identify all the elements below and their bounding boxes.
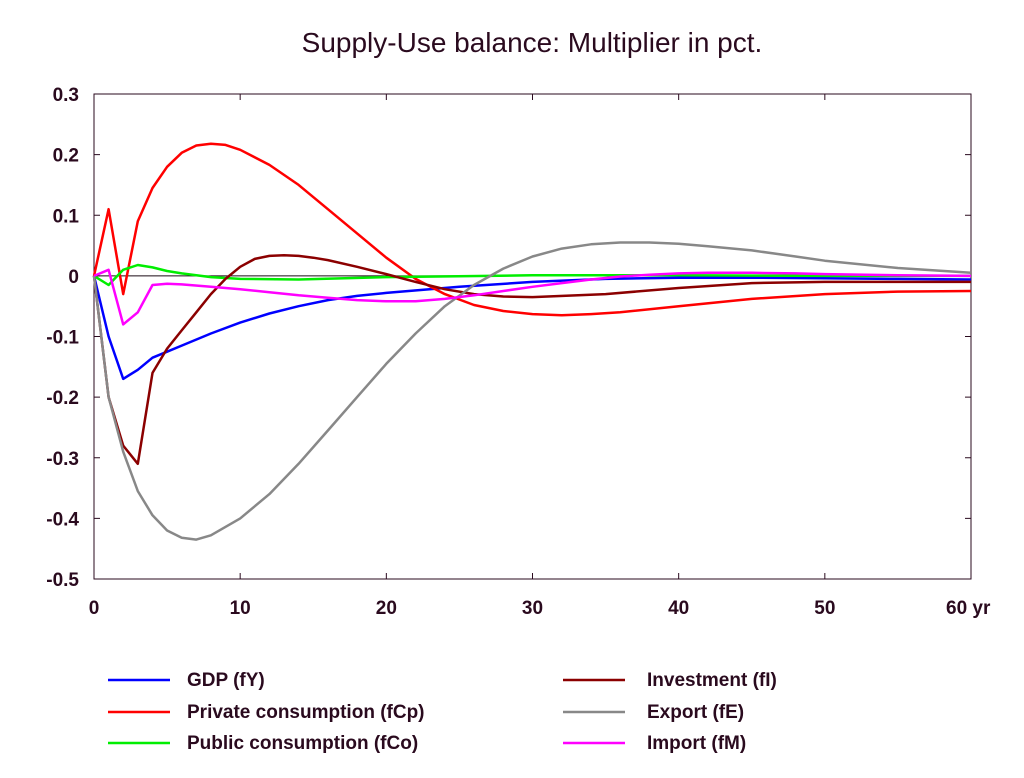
legend-label: Import (fM) — [647, 733, 746, 754]
y-tick-label: 0.2 — [53, 146, 79, 167]
series-line-5 — [93, 268, 972, 326]
x-tick-label: 60 yr — [946, 598, 991, 619]
y-tick-label: -0.5 — [46, 570, 79, 591]
y-tick-label: 0.1 — [53, 206, 80, 227]
legend-label: Investment (fI) — [647, 670, 777, 691]
y-tick-label: 0 — [68, 267, 79, 288]
legend-label: GDP (fY) — [187, 670, 265, 691]
y-tick-label: 0.3 — [53, 85, 79, 106]
legend-label: Private consumption (fCp) — [187, 702, 425, 723]
y-tick-label: -0.3 — [46, 449, 79, 470]
series-line-3 — [92, 254, 971, 466]
plot-frame — [93, 93, 972, 580]
series-line-1 — [92, 142, 972, 317]
series-group — [92, 142, 972, 541]
x-tick-label: 20 — [376, 598, 397, 619]
x-tick-label: 50 — [814, 598, 835, 619]
legend-label: Public consumption (fCo) — [187, 733, 418, 754]
series-line-4 — [92, 241, 972, 541]
x-axis: 0 10 20 30 40 50 60 yr — [89, 94, 991, 619]
x-tick-label: 0 — [89, 598, 100, 619]
y-tick-label: -0.1 — [46, 328, 79, 349]
y-tick-label: -0.2 — [46, 388, 79, 409]
x-tick-label: 30 — [522, 598, 543, 619]
legend-label: Export (fE) — [647, 702, 744, 723]
y-tick-label: -0.4 — [46, 509, 79, 530]
chart-title: Supply-Use balance: Multiplier in pct. — [302, 27, 763, 58]
x-tick-label: 40 — [668, 598, 689, 619]
legend: GDP (fY) Private consumption (fCp) Public … — [108, 670, 777, 754]
series-line-0 — [92, 275, 972, 381]
y-axis: 0.3 0.2 0.1 0 -0.1 -0.2 -0.3 -0.4 -0.5 — [46, 85, 971, 591]
x-tick-label: 10 — [230, 598, 251, 619]
